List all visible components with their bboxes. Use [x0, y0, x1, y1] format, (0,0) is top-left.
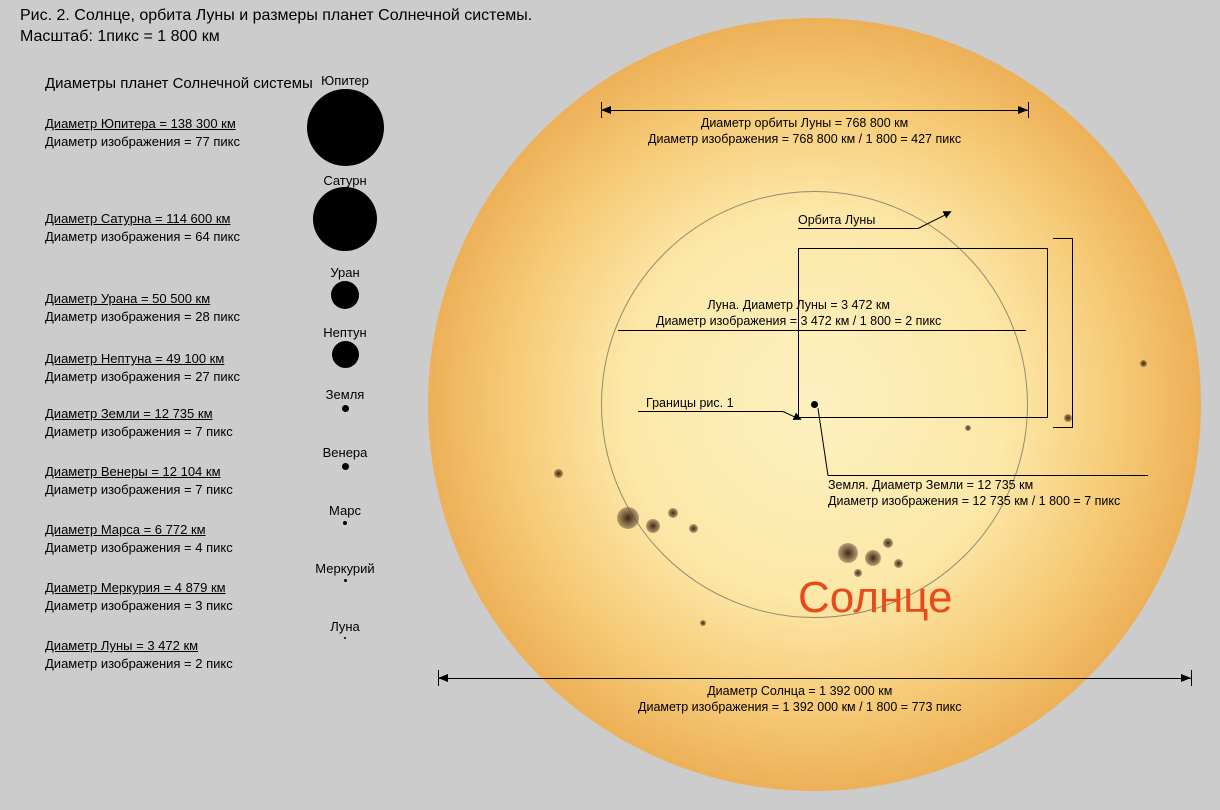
planet-name-label: Меркурий	[295, 561, 395, 576]
planet-dimension-text: Диаметр Меркурия = 4 879 кмДиаметр изобр…	[45, 579, 233, 614]
planets-panel: Диаметры планет Солнечной системы Юпитер…	[45, 75, 405, 100]
sun-diagram: Диаметр орбиты Луны = 768 800 км Диаметр…	[428, 18, 1201, 791]
planet-dimension-text: Диаметр Земли = 12 735 кмДиаметр изображ…	[45, 405, 233, 440]
planet-name-label: Нептун	[295, 325, 395, 340]
earth-leader-line	[428, 18, 1201, 791]
planet-dot	[342, 405, 349, 412]
sun-label: Солнце	[798, 573, 952, 623]
planet-dot	[342, 463, 349, 470]
planet-name-label: Сатурн	[295, 173, 395, 188]
planet-name-label: Венера	[295, 445, 395, 460]
planet-dot	[331, 281, 359, 309]
planet-dimension-text: Диаметр Сатурна = 114 600 кмДиаметр изоб…	[45, 210, 240, 245]
planet-dot	[344, 579, 347, 582]
planet-dimension-text: Диаметр Марса = 6 772 кмДиаметр изображе…	[45, 521, 233, 556]
planet-name-label: Земля	[295, 387, 395, 402]
planet-dimension-text: Диаметр Урана = 50 500 кмДиаметр изображ…	[45, 290, 240, 325]
planet-dot	[344, 637, 346, 639]
planet-dimension-text: Диаметр Нептуна = 49 100 кмДиаметр изобр…	[45, 350, 240, 385]
planet-dimension-text: Диаметр Венеры = 12 104 кмДиаметр изобра…	[45, 463, 233, 498]
planet-dimension-text: Диаметр Юпитера = 138 300 кмДиаметр изоб…	[45, 115, 240, 150]
planet-name-label: Марс	[295, 503, 395, 518]
planet-dimension-text: Диаметр Луны = 3 472 кмДиаметр изображен…	[45, 637, 233, 672]
planet-name-label: Уран	[295, 265, 395, 280]
planet-dot	[343, 521, 347, 525]
planet-name-label: Луна	[295, 619, 395, 634]
planet-dot	[332, 341, 359, 368]
planet-name-label: Юпитер	[295, 73, 395, 88]
planet-dot	[313, 187, 377, 251]
planet-dot	[307, 89, 384, 166]
